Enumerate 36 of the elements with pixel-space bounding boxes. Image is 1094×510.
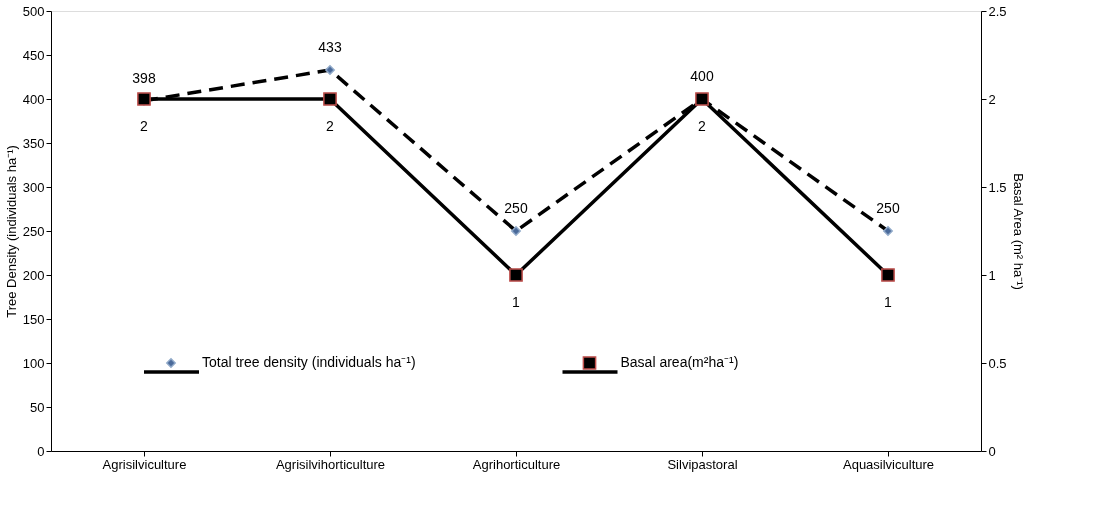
y2-tick-label: 1.5: [988, 179, 1007, 195]
y-tick-label: 350: [22, 135, 45, 151]
y2-tick-label: 2.5: [988, 3, 1007, 19]
data-label: 400: [690, 68, 714, 84]
y-tick-label: 300: [22, 179, 45, 195]
data-label: 2: [326, 118, 335, 134]
y2-tick-label: 0: [988, 443, 996, 459]
legend-label: Total tree density (individuals ha⁻¹): [202, 354, 416, 370]
y-axis-title: Tree Density (individuals ha⁻¹): [3, 145, 19, 318]
y2-tick-label: 2: [988, 91, 996, 107]
legend-label: Basal area(m²ha⁻¹): [620, 354, 739, 370]
y-tick-label: 100: [22, 355, 45, 371]
data-label: 1: [512, 294, 521, 310]
data-label: 2: [698, 118, 707, 134]
y2-axis-title: Basal Area (m² ha⁻¹): [1010, 173, 1026, 290]
x-tick-label: Silvipastoral: [667, 456, 738, 472]
y2-tick-label: 1: [988, 267, 996, 283]
y-tick-label: 400: [22, 91, 45, 107]
y-tick-label: 450: [22, 47, 45, 63]
y2-tick-label: 0.5: [988, 355, 1007, 371]
data-label: 433: [318, 38, 342, 55]
y-tick-label: 200: [22, 267, 45, 283]
data-label: 2: [140, 118, 149, 134]
y-tick-label: 500: [22, 3, 45, 19]
data-label: 250: [504, 200, 528, 216]
x-tick-label: Aquasilviculture: [842, 456, 935, 472]
y-tick-label: 250: [22, 223, 45, 239]
x-tick-label: Agrisilvihorticulture: [275, 456, 386, 472]
x-tick-label: Agrihorticulture: [472, 456, 561, 472]
x-tick-label: Agrisilviculture: [102, 456, 187, 472]
data-label: 1: [884, 294, 893, 310]
data-label: 398: [132, 69, 156, 86]
y-tick-label: 150: [22, 311, 45, 327]
y-tick-label: 0: [37, 443, 45, 459]
data-label: 250: [876, 200, 900, 216]
y-tick-label: 50: [30, 399, 45, 415]
